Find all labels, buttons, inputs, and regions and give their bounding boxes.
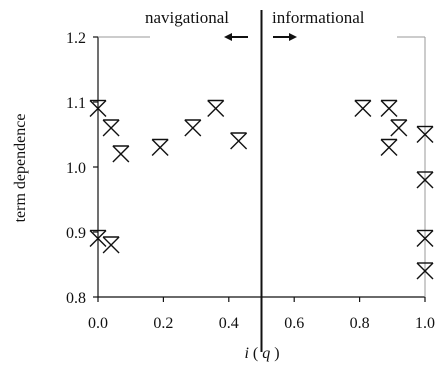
scatter-point-cross-line — [151, 139, 169, 156]
scatter-point — [416, 125, 434, 143]
scatter-point-cross-line — [416, 171, 434, 189]
x-tick-label: 0.8 — [350, 315, 370, 332]
scatter-point-cross-line — [102, 119, 120, 137]
x-tick-label: 0.6 — [284, 315, 304, 332]
y-tick-label: 1.2 — [66, 30, 86, 47]
scatter-point — [151, 138, 169, 156]
x-label-open-paren: ( — [253, 345, 258, 362]
navigational-label: navigational — [145, 8, 229, 27]
x-tick-label: 1.0 — [415, 315, 435, 332]
y-ticks: 0.8 0.9 1.0 1.1 1.2 — [66, 30, 98, 307]
scatter-point — [416, 171, 434, 189]
scatter-point — [102, 119, 120, 137]
scatter-point-cross-line — [416, 262, 434, 280]
scatter-point-cross-line — [390, 119, 408, 137]
left-arrow-head — [224, 33, 232, 41]
x-label-variable: q — [262, 345, 270, 362]
x-axis-label: i ( q ) — [244, 345, 279, 362]
x-ticks: 0.0 0.2 0.4 0.6 0.8 1.0 — [88, 297, 435, 332]
scatter-point — [184, 119, 202, 137]
right-arrow-head — [289, 33, 297, 41]
right-arrow — [273, 33, 297, 41]
scatter-point-cross-line — [416, 126, 434, 143]
x-tick-label: 0.4 — [219, 315, 239, 332]
x-tick-label: 0.2 — [153, 315, 173, 332]
scatter-point-cross-line — [380, 139, 398, 156]
scatter-point — [89, 99, 107, 117]
x-label-symbol: i — [244, 345, 248, 362]
scatter-point — [390, 119, 408, 137]
scatter-point — [354, 99, 372, 117]
scatter-point-cross-line — [89, 230, 107, 247]
scatter-point — [112, 145, 130, 163]
scatter-point-cross-line — [207, 100, 225, 117]
scatter-point — [230, 132, 248, 150]
scatter-point-cross-line — [184, 119, 202, 137]
scatter-point — [102, 236, 120, 254]
x-tick-label: 0.0 — [88, 315, 108, 332]
scatter-point-cross-line — [380, 100, 398, 117]
informational-label: informational — [272, 8, 365, 27]
scatter-point — [380, 99, 398, 117]
left-arrow — [224, 33, 248, 41]
scatter-point — [416, 229, 434, 247]
scatter-point-cross-line — [102, 236, 120, 254]
y-axis-label: term dependence — [12, 114, 29, 223]
y-tick-label: 0.9 — [66, 225, 86, 242]
scatter-point-cross-line — [230, 132, 248, 150]
x-label-close-paren: ) — [274, 345, 279, 362]
y-tick-label: 0.8 — [66, 290, 86, 307]
scatter-point-cross-line — [89, 100, 107, 117]
scatter-point — [207, 99, 225, 117]
y-tick-label: 1.1 — [66, 95, 86, 112]
scatter-point — [89, 229, 107, 247]
scatter-point-cross-line — [416, 230, 434, 247]
scatter-points — [89, 99, 434, 280]
scatter-point-cross-line — [112, 145, 130, 163]
y-tick-label: 1.0 — [66, 160, 86, 177]
scatter-point — [416, 262, 434, 280]
scatter-point — [380, 138, 398, 156]
scatter-point-cross-line — [354, 100, 372, 117]
